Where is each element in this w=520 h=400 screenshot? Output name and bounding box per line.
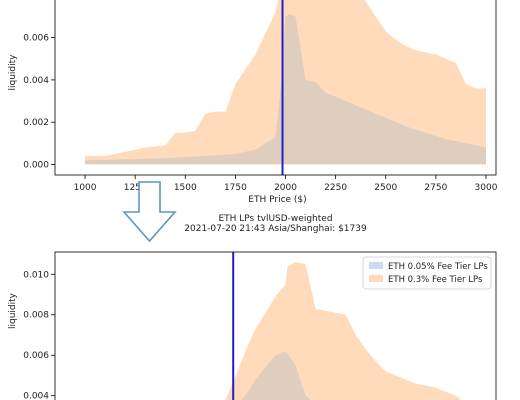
y-tick-label: 0.006 — [23, 351, 49, 361]
bottom-chart: 0.004 0.006 0.008 0.010 liquidity ETH LPs tvl… — [8, 214, 497, 400]
legend-swatch — [369, 275, 383, 282]
y-tick-label: 0.008 — [23, 0, 49, 1]
x-tick-label: 2500 — [374, 183, 397, 193]
legend-box — [362, 256, 492, 290]
y-axis-label: liquidity — [8, 54, 18, 91]
x-tick-label: 3000 — [475, 183, 498, 193]
plot-frame — [54, 251, 497, 400]
y-tick-label: 0.006 — [23, 34, 49, 44]
legend-label: ETH 0.3% Fee Tier LPs — [388, 275, 483, 285]
plot-area — [85, 0, 486, 175]
x-tick-label: 1500 — [174, 183, 197, 193]
chart-subtitle: 2021-07-20 21:43 Asia/Shanghai: $1739 — [184, 224, 367, 234]
y-tick-label: 0.002 — [23, 118, 49, 128]
plot-area — [225, 252, 462, 400]
plot-frame — [54, 0, 497, 176]
x-tick-label: 2750 — [424, 183, 447, 193]
y-axis-label: liquidity — [8, 292, 18, 329]
x-tick-label: 2000 — [274, 183, 297, 193]
top-chart: 0.000 0.002 0.004 0.006 0.008 1000 1250 1500 175… — [8, 0, 498, 205]
legend-label: ETH 0.05% Fee Tier LPs — [388, 262, 488, 272]
y-tick-label: 0.000 — [23, 160, 49, 170]
y-tick-label: 0.004 — [23, 392, 49, 400]
arrow-shape — [122, 181, 177, 243]
chart-title: ETH LPs tvlUSD-weighted — [218, 214, 332, 224]
x-tick-label: 1750 — [224, 183, 247, 193]
y-tick-label: 0.010 — [23, 270, 49, 280]
x-tick-label: 2250 — [324, 183, 347, 193]
x-axis-label: ETH Price ($) — [248, 195, 306, 205]
series-area-1 — [85, 14, 486, 165]
x-tick-label: 1250 — [124, 183, 147, 193]
series-area-1 — [241, 351, 311, 400]
y-tick-label: 0.008 — [23, 311, 49, 321]
down-arrow-icon — [122, 181, 177, 243]
legend: ETH 0.05% Fee Tier LPs ETH 0.3% Fee Tier … — [362, 256, 492, 290]
y-tick-label: 0.004 — [23, 76, 49, 86]
legend-swatch — [369, 262, 383, 269]
x-tick-label: 1000 — [74, 183, 97, 193]
